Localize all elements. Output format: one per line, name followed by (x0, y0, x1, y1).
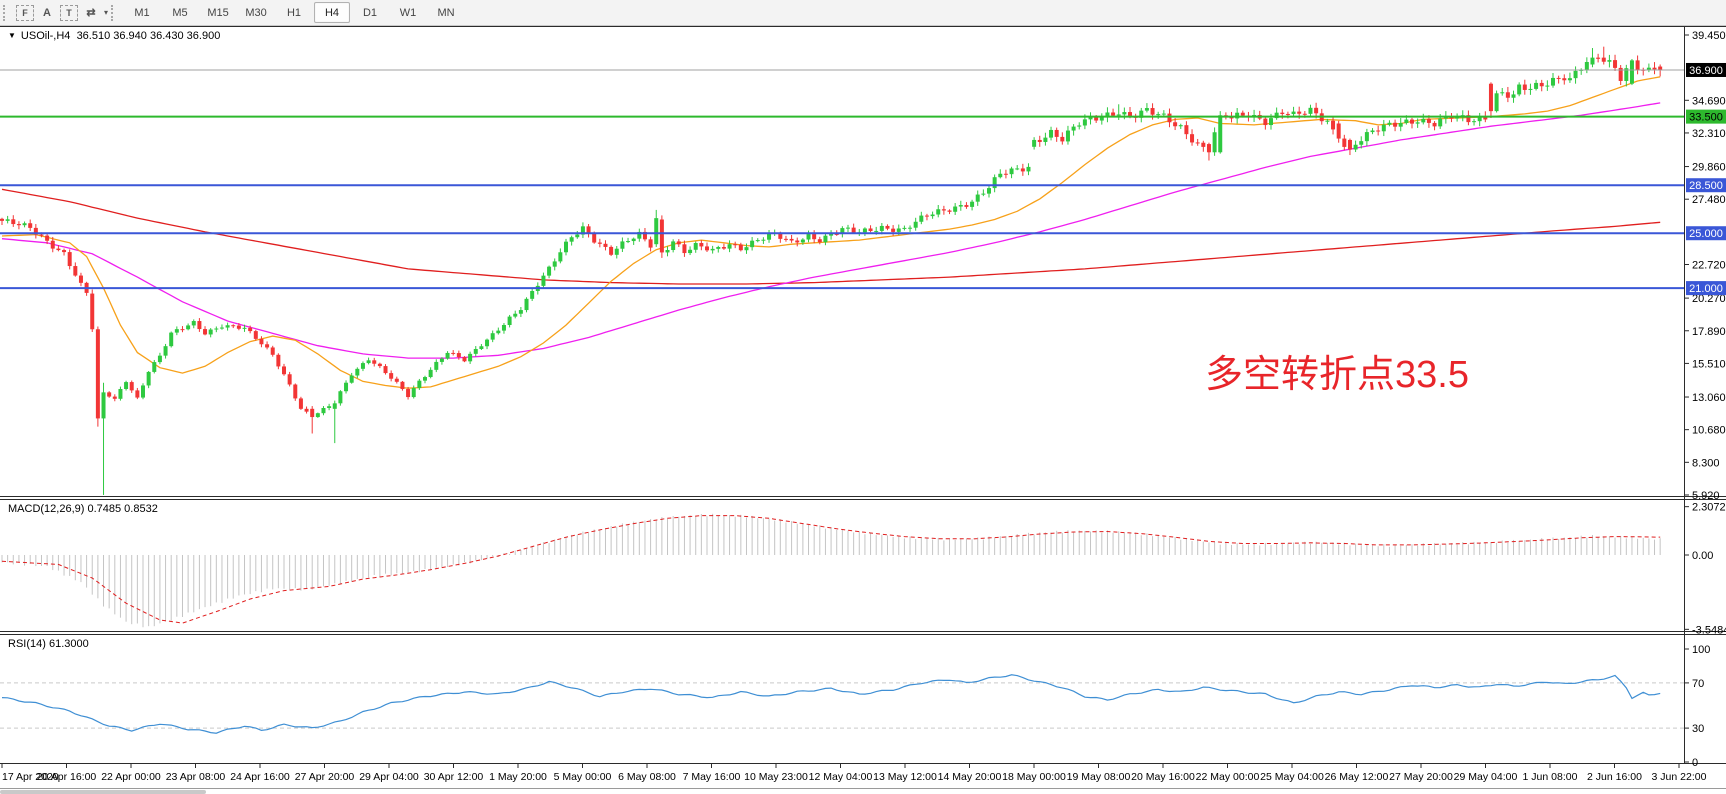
timeframe-button-m5[interactable]: M5 (172, 6, 188, 19)
timeframe-button-m30[interactable]: M30 (245, 6, 267, 19)
svg-text:0: 0 (1692, 757, 1698, 769)
svg-text:13.060: 13.060 (1692, 392, 1726, 404)
chart-ohlc-label: 36.510 36.940 36.430 36.900 (76, 30, 221, 42)
svg-text:20.270: 20.270 (1692, 293, 1726, 305)
svg-text:5 May 00:00: 5 May 00:00 (554, 771, 612, 783)
svg-text:70: 70 (1692, 678, 1704, 690)
svg-text:30 Apr 12:00: 30 Apr 12:00 (424, 771, 484, 783)
macd-pane[interactable] (1, 513, 1661, 628)
svg-text:1 Jun 08:00: 1 Jun 08:00 (1523, 771, 1578, 783)
svg-text:29.860: 29.860 (1692, 162, 1726, 174)
svg-text:17 Apr 2020: 17 Apr 2020 (2, 771, 59, 783)
svg-text:0.00: 0.00 (1692, 550, 1713, 562)
timeframe-button-d1[interactable]: D1 (362, 6, 378, 19)
svg-text:15.510: 15.510 (1692, 358, 1726, 370)
timeframe-button-m1[interactable]: M1 (134, 6, 150, 19)
svg-text:12 May 04:00: 12 May 04:00 (809, 771, 873, 783)
timeframe-button-h4[interactable]: H4 (314, 2, 351, 23)
svg-text:29 May 04:00: 29 May 04:00 (1454, 771, 1518, 783)
text-label-icon[interactable]: T (60, 4, 78, 21)
svg-text:34.690: 34.690 (1692, 95, 1726, 107)
timeframe-button-m15[interactable]: M15 (207, 6, 229, 19)
svg-text:21.000: 21.000 (1689, 283, 1723, 295)
timeframe-button-mn[interactable]: MN (437, 6, 455, 19)
text-icon[interactable]: A (43, 6, 51, 19)
arrow-tools-icon[interactable]: ⇄ (86, 7, 96, 19)
svg-text:33.500: 33.500 (1689, 112, 1723, 124)
svg-text:22 Apr 00:00: 22 Apr 00:00 (101, 771, 161, 783)
svg-text:8.300: 8.300 (1692, 457, 1720, 469)
svg-text:27.480: 27.480 (1692, 194, 1726, 206)
toolbar-grip-2[interactable] (111, 4, 118, 21)
rsi-line (1, 674, 1661, 734)
toolbar-grip[interactable] (3, 4, 10, 21)
svg-text:29 Apr 04:00: 29 Apr 04:00 (359, 771, 419, 783)
svg-text:22 May 00:00: 22 May 00:00 (1196, 771, 1260, 783)
svg-text:2.3072: 2.3072 (1692, 502, 1726, 514)
svg-text:17.890: 17.890 (1692, 326, 1726, 338)
freehand-draw-icon[interactable]: F (16, 4, 34, 21)
chart-symbol-label: USOil-,H4 (20, 30, 71, 42)
svg-text:27 May 20:00: 27 May 20:00 (1389, 771, 1453, 783)
chart-annotation-text: 多空转折点33.5 (1205, 354, 1469, 396)
scrollbar-thumb[interactable] (0, 790, 206, 794)
svg-text:5.920: 5.920 (1692, 490, 1720, 502)
timeframe-button-w1[interactable]: W1 (399, 6, 417, 19)
svg-text:1 May 20:00: 1 May 20:00 (489, 771, 547, 783)
price-axis[interactable]: 39.450 34.690 32.310 29.860 27.480 22.720 20.2… (1684, 30, 1726, 769)
svg-text:-3.5484: -3.5484 (1692, 624, 1726, 636)
svg-text:30: 30 (1692, 723, 1704, 735)
main-price-pane[interactable] (0, 46, 1684, 495)
svg-text:39.450: 39.450 (1692, 30, 1726, 42)
svg-text:7 May 16:00: 7 May 16:00 (683, 771, 741, 783)
svg-text:20 Apr 16:00: 20 Apr 16:00 (37, 771, 97, 783)
svg-text:100: 100 (1692, 644, 1710, 656)
candlesticks (0, 46, 1663, 495)
svg-text:10.680: 10.680 (1692, 425, 1726, 437)
svg-text:20 May 16:00: 20 May 16:00 (1131, 771, 1195, 783)
svg-text:6 May 08:00: 6 May 08:00 (618, 771, 676, 783)
rsi-indicator-label: RSI(14) 61.3000 (8, 638, 89, 650)
svg-text:22.720: 22.720 (1692, 260, 1726, 272)
mid-ma-line (1, 102, 1661, 359)
rsi-pane[interactable] (0, 674, 1684, 734)
timeframe-toolbar: M1 M5 M15 M30 H1 H4 D1 W1 MN (123, 2, 465, 23)
arrow-tools-icon-dropdown[interactable]: ▾ (104, 8, 109, 17)
chart-title: ▼ USOil-,H4 36.510 36.940 36.430 36.900 (8, 30, 220, 42)
slow-ma-line (1, 188, 1661, 285)
svg-text:3 Jun 22:00: 3 Jun 22:00 (1652, 771, 1707, 783)
svg-text:27 Apr 20:00: 27 Apr 20:00 (295, 771, 355, 783)
svg-text:28.500: 28.500 (1689, 180, 1723, 192)
svg-text:36.900: 36.900 (1689, 65, 1723, 77)
collapse-triangle-icon[interactable]: ▼ (8, 31, 16, 40)
svg-text:10 May 23:00: 10 May 23:00 (744, 771, 808, 783)
pane-frames (0, 26, 1726, 764)
svg-text:14 May 20:00: 14 May 20:00 (938, 771, 1002, 783)
svg-text:18 May 00:00: 18 May 00:00 (1002, 771, 1066, 783)
toolbar: F A T ⇄ ▾ M1 M5 M15 M30 H1 H4 D1 W1 MN (0, 0, 1726, 26)
svg-text:25.000: 25.000 (1689, 228, 1723, 240)
svg-text:2 Jun 16:00: 2 Jun 16:00 (1587, 771, 1642, 783)
svg-text:13 May 12:00: 13 May 12:00 (873, 771, 937, 783)
svg-text:23 Apr 08:00: 23 Apr 08:00 (166, 771, 226, 783)
drawing-toolbar: F A T ⇄ ▾ (15, 4, 108, 22)
svg-text:24 Apr 16:00: 24 Apr 16:00 (230, 771, 290, 783)
macd-signal-line (1, 515, 1661, 624)
svg-text:25 May 04:00: 25 May 04:00 (1260, 771, 1324, 783)
macd-indicator-label: MACD(12,26,9) 0.7485 0.8532 (8, 503, 158, 515)
svg-text:32.310: 32.310 (1692, 128, 1726, 140)
timeframe-button-h1[interactable]: H1 (286, 6, 302, 19)
svg-text:26 May 12:00: 26 May 12:00 (1325, 771, 1389, 783)
svg-text:19 May 08:00: 19 May 08:00 (1067, 771, 1131, 783)
